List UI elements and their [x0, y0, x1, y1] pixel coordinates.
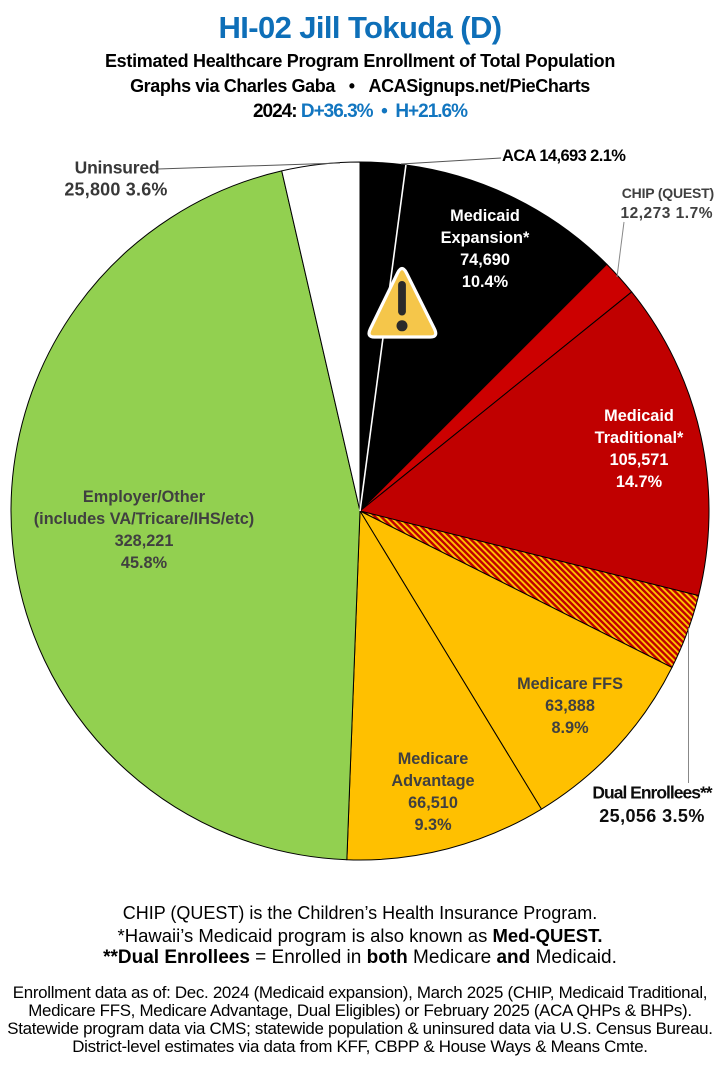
svg-text:25,800 3.6%: 25,800 3.6% [64, 180, 167, 200]
svg-text:Advantage: Advantage [391, 772, 474, 790]
svg-text:Medicaid: Medicaid [604, 407, 674, 425]
svg-text:9.3%: 9.3% [414, 816, 452, 834]
svg-text:ACA 14,693 2.1%: ACA 14,693 2.1% [502, 147, 626, 165]
svg-text:Medicare FFS: Medicare FFS [517, 675, 623, 693]
svg-text:8.9%: 8.9% [551, 719, 589, 737]
svg-text:74,690: 74,690 [460, 251, 510, 269]
svg-text:12,273 1.7%: 12,273 1.7% [620, 205, 713, 222]
svg-text:25,056 3.5%: 25,056 3.5% [599, 806, 704, 826]
svg-text:Medicaid: Medicaid [450, 207, 520, 225]
svg-text:328,221: 328,221 [115, 532, 174, 550]
svg-text:Employer/Other: Employer/Other [83, 488, 206, 506]
svg-text:10.4%: 10.4% [462, 273, 509, 291]
svg-text:Medicare: Medicare [398, 750, 469, 768]
svg-text:Expansion*: Expansion* [441, 229, 530, 247]
svg-text:(includes VA/Tricare/IHS/etc): (includes VA/Tricare/IHS/etc) [34, 510, 254, 528]
svg-text:45.8%: 45.8% [121, 554, 168, 572]
svg-text:66,510: 66,510 [408, 794, 458, 812]
svg-text:105,571: 105,571 [610, 451, 669, 469]
svg-text:Dual Enrollees**: Dual Enrollees** [592, 783, 712, 803]
svg-text:Uninsured: Uninsured [75, 158, 160, 178]
svg-text:63,888: 63,888 [545, 697, 595, 715]
svg-text:CHIP (QUEST): CHIP (QUEST) [622, 185, 714, 201]
svg-text:Traditional*: Traditional* [595, 429, 684, 447]
svg-text:14.7%: 14.7% [616, 473, 663, 491]
